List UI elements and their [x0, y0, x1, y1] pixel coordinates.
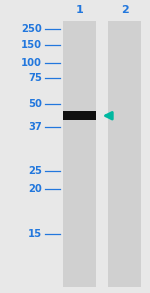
Text: 20: 20 — [28, 184, 42, 194]
Text: 50: 50 — [28, 99, 42, 109]
Bar — [63, 21, 96, 287]
Text: 25: 25 — [28, 166, 42, 176]
Text: 2: 2 — [121, 5, 128, 15]
Bar — [108, 21, 141, 287]
Text: 37: 37 — [28, 122, 42, 132]
Text: 100: 100 — [21, 58, 42, 68]
Text: 250: 250 — [21, 24, 42, 34]
Text: 150: 150 — [21, 40, 42, 50]
Text: 75: 75 — [28, 73, 42, 83]
Text: 1: 1 — [76, 5, 83, 15]
Text: 15: 15 — [28, 229, 42, 239]
Bar — [63, 111, 96, 120]
